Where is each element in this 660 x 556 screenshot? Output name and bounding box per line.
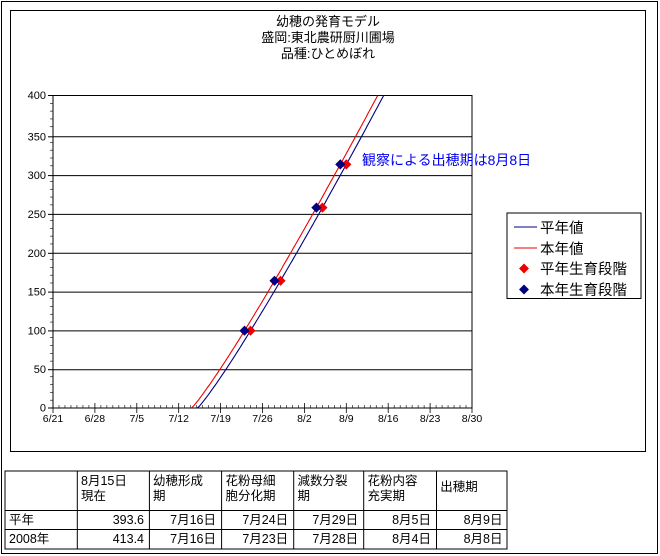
svg-text:7月24日: 7月24日	[242, 513, 288, 527]
svg-text:7月16日: 7月16日	[170, 532, 216, 546]
svg-text:8月15日: 8月15日	[81, 474, 127, 488]
svg-text:8月5日: 8月5日	[392, 513, 431, 527]
svg-text:7月16日: 7月16日	[170, 513, 216, 527]
svg-text:現在: 現在	[81, 489, 106, 503]
svg-text:減数分裂: 減数分裂	[298, 473, 348, 488]
svg-text:7月29日: 7月29日	[312, 513, 358, 527]
svg-text:8月4日: 8月4日	[392, 532, 431, 546]
svg-text:平年: 平年	[9, 513, 34, 527]
svg-text:393.6: 393.6	[113, 513, 144, 527]
svg-text:2008年: 2008年	[9, 532, 49, 546]
svg-text:出穂期: 出穂期	[440, 480, 478, 494]
svg-text:花粉母細: 花粉母細	[226, 473, 276, 488]
svg-text:8月9日: 8月9日	[464, 513, 503, 527]
svg-text:期: 期	[153, 489, 166, 503]
svg-text:413.4: 413.4	[113, 532, 144, 546]
svg-text:7月28日: 7月28日	[312, 532, 358, 546]
svg-text:胞分化期: 胞分化期	[226, 489, 276, 503]
svg-text:花粉内容: 花粉内容	[368, 473, 418, 488]
svg-text:幼穂形成: 幼穂形成	[153, 474, 203, 488]
svg-text:充実期: 充実期	[368, 488, 406, 503]
svg-text:8月8日: 8月8日	[464, 532, 503, 546]
svg-text:期: 期	[298, 489, 311, 503]
svg-text:7月23日: 7月23日	[242, 532, 288, 546]
